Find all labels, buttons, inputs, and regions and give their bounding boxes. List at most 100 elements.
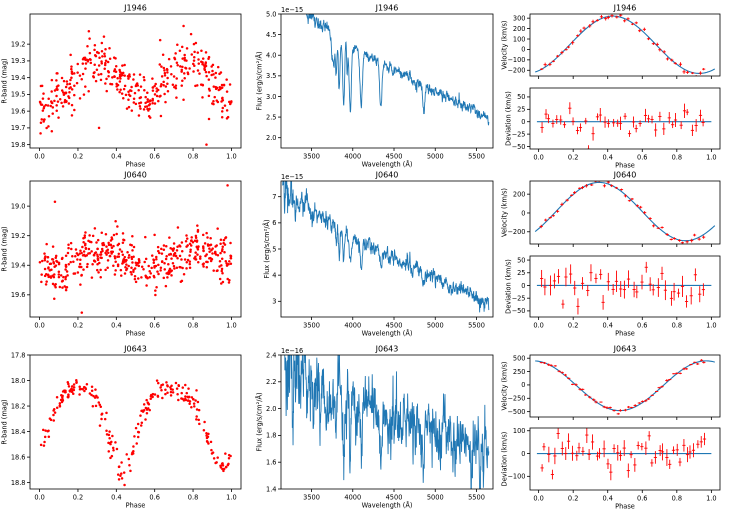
data-point (58, 285, 62, 289)
data-point (162, 80, 165, 84)
data-point (42, 105, 46, 108)
data-point (157, 381, 160, 385)
data-point (171, 262, 175, 265)
data-point (99, 250, 103, 254)
data-point (130, 255, 133, 259)
data-point (140, 276, 143, 279)
data-point (56, 88, 59, 91)
data-point (100, 231, 103, 234)
data-point (58, 98, 62, 101)
x-tick-label: 0.0 (533, 154, 544, 162)
data-point (47, 267, 50, 270)
data-point (163, 71, 167, 75)
data-point (221, 464, 225, 467)
data-point (201, 233, 205, 237)
x-tick-label: 0.2 (568, 495, 579, 503)
data-point (220, 100, 223, 103)
data-point (101, 55, 104, 58)
data-point (144, 101, 147, 105)
y-axis-label: Velocity (km/s) (500, 188, 508, 237)
data-point (146, 100, 149, 103)
data-point (221, 280, 225, 284)
data-point (121, 64, 124, 67)
data-point (119, 74, 123, 78)
data-point (57, 275, 61, 279)
data-point (93, 251, 97, 255)
x-tick-label: 0.0 (34, 494, 45, 502)
data-point (169, 65, 173, 68)
data-point (188, 266, 192, 269)
data-point (41, 109, 45, 112)
data-point (192, 42, 196, 46)
data-point (225, 117, 229, 120)
data-point (78, 252, 82, 255)
data-point (170, 72, 173, 76)
data-point (96, 247, 99, 251)
y-axis-label: R-band (mag) (0, 226, 8, 271)
data-point (105, 253, 108, 256)
data-point (162, 244, 166, 247)
data-point (149, 99, 152, 103)
data-point (178, 49, 182, 53)
data-point (175, 61, 179, 64)
data-point (125, 263, 128, 266)
data-point (55, 79, 58, 82)
y-tick-label: 100 (513, 427, 526, 435)
x-tick-label: 0.8 (188, 494, 199, 502)
data-point (129, 469, 132, 473)
data-point (98, 424, 102, 427)
data-point (146, 98, 149, 101)
data-point (132, 268, 135, 272)
data-point (67, 102, 71, 105)
data-point (90, 389, 94, 392)
axis-frame (529, 255, 721, 318)
data-point (63, 98, 67, 102)
y-tick-label: 19.7 (11, 124, 26, 132)
data-point (43, 435, 47, 439)
data-point (100, 62, 104, 65)
data-point (214, 251, 217, 254)
data-point (88, 234, 91, 237)
data-point (137, 431, 141, 434)
data-point (220, 269, 223, 273)
x-tick-label: 5500 (468, 494, 485, 502)
data-point (67, 393, 70, 396)
data-point (174, 84, 178, 87)
y-tick-label: 3.5 (266, 72, 277, 80)
data-point (81, 254, 85, 257)
axis-offset-label: 1e−16 (281, 347, 303, 355)
y-axis-label: Deviation (km/s) (504, 259, 512, 314)
data-point (44, 283, 48, 286)
data-point (198, 72, 201, 75)
y-tick-label: 0 (521, 46, 525, 54)
data-point (180, 241, 184, 244)
data-point (172, 264, 176, 268)
data-point (69, 260, 72, 264)
axis-frame (529, 180, 721, 245)
data-point (120, 472, 123, 475)
data-point (74, 248, 78, 251)
data-point (51, 112, 54, 115)
y-tick-label: −200 (507, 228, 525, 236)
data-point (75, 252, 79, 255)
data-point (203, 65, 207, 69)
data-point (128, 463, 131, 467)
data-point (67, 95, 70, 98)
data-point (58, 402, 62, 405)
data-point (72, 392, 75, 395)
data-point (220, 86, 224, 89)
data-point (166, 82, 169, 85)
data-point (164, 257, 168, 261)
data-point (106, 248, 110, 251)
data-point (196, 248, 200, 251)
data-point (133, 91, 137, 95)
data-point (196, 224, 199, 227)
data-point (53, 297, 56, 301)
data-point (165, 272, 168, 275)
data-point (143, 88, 146, 92)
data-point (196, 84, 199, 87)
data-point (64, 254, 68, 258)
data-point (219, 466, 223, 469)
data-point (223, 104, 227, 107)
data-point (120, 250, 124, 253)
